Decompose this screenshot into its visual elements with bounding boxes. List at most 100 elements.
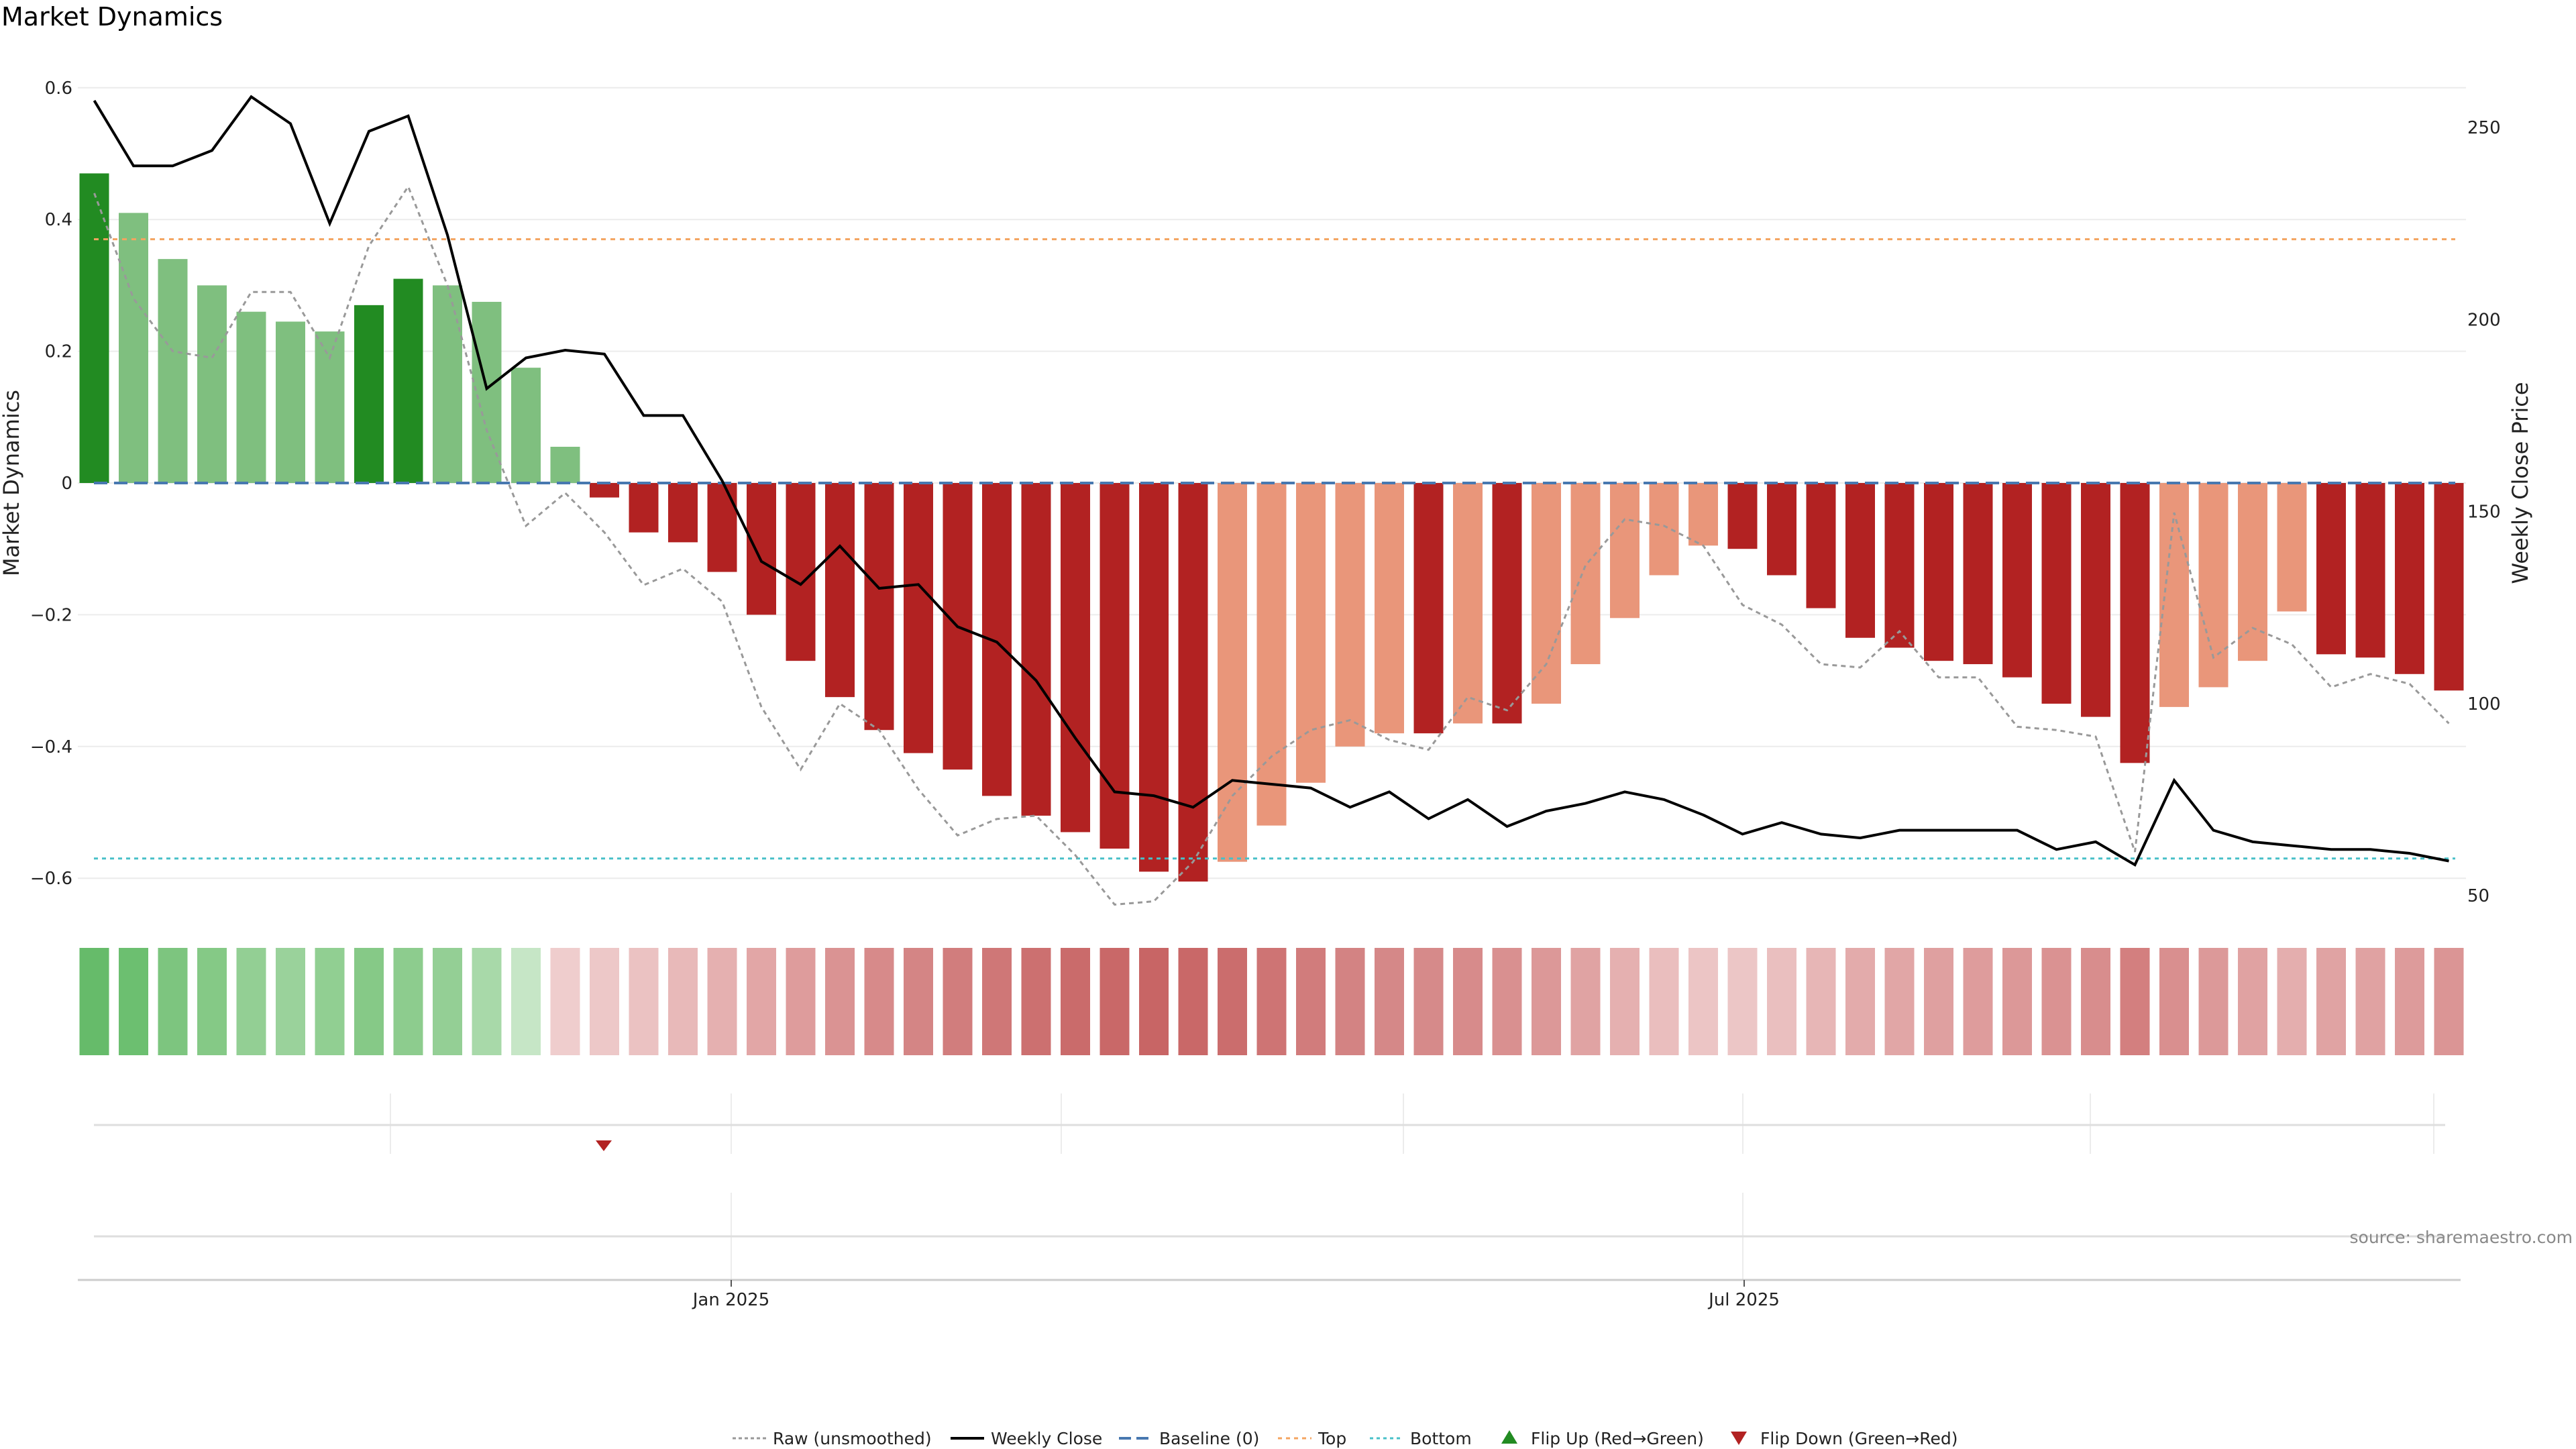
momentum-bar bbox=[1061, 483, 1090, 833]
strip-cell bbox=[1139, 948, 1169, 1055]
weekly-close-line bbox=[93, 95, 2449, 867]
strip-cell bbox=[707, 948, 737, 1055]
raw-series-line bbox=[93, 184, 2450, 906]
momentum-bar bbox=[1099, 483, 1130, 849]
momentum-bar bbox=[1688, 483, 1718, 546]
momentum-bar bbox=[79, 173, 109, 483]
strip-cell bbox=[1767, 948, 1796, 1055]
strip-cell bbox=[2434, 948, 2464, 1055]
momentum-bar bbox=[2316, 483, 2346, 655]
momentum-bar bbox=[1570, 483, 1601, 665]
legend: Raw (unsmoothed) Weekly Close Baseline (0)… bbox=[733, 1429, 1958, 1448]
strip-cell bbox=[786, 948, 816, 1055]
momentum-bar bbox=[904, 483, 933, 753]
strip-cell bbox=[236, 948, 266, 1055]
momentum-bar bbox=[1492, 483, 1522, 724]
legend-item: Flip Down (Green→Red) bbox=[1731, 1429, 1958, 1448]
legend-flip-up-symbol bbox=[1501, 1430, 1517, 1444]
momentum-bar bbox=[1335, 483, 1365, 747]
right-tick-label: 200 bbox=[2467, 310, 2501, 330]
strip-cell bbox=[590, 948, 619, 1055]
x-tick-label: Jul 2025 bbox=[1707, 1290, 1780, 1310]
reference-lines bbox=[94, 238, 2455, 860]
left-tick-label: −0.4 bbox=[30, 737, 72, 757]
momentum-bar bbox=[1924, 483, 1953, 661]
legend-label: Weekly Close bbox=[991, 1429, 1102, 1448]
strip-cell bbox=[904, 948, 933, 1055]
x-tick-label: Jan 2025 bbox=[692, 1290, 770, 1310]
momentum-bar bbox=[1649, 483, 1679, 576]
legend-label: Top bbox=[1318, 1429, 1346, 1448]
momentum-bar bbox=[315, 331, 345, 483]
legend-label: Baseline (0) bbox=[1159, 1429, 1259, 1448]
strip-cell bbox=[1178, 948, 1208, 1055]
strip-cell bbox=[1570, 948, 1601, 1055]
strip-cell bbox=[1610, 948, 1640, 1055]
momentum-bar bbox=[393, 278, 423, 483]
momentum-bar bbox=[2395, 483, 2424, 674]
strip-cell bbox=[1727, 948, 1758, 1055]
momentum-bar bbox=[1727, 483, 1758, 549]
momentum-bar bbox=[1256, 483, 1287, 826]
legend-item: Top bbox=[1278, 1429, 1346, 1448]
momentum-bar bbox=[2355, 483, 2385, 658]
strip-cell bbox=[1375, 948, 1404, 1055]
left-axis-ticks: 0.6 0.4 0.2 0 −0.2 −0.4 −0.6 bbox=[30, 78, 72, 889]
series-lines bbox=[93, 95, 2450, 906]
strip-cell bbox=[1061, 948, 1090, 1055]
legend-label: Flip Up (Red→Green) bbox=[1531, 1429, 1704, 1448]
right-tick-label: 250 bbox=[2467, 118, 2501, 138]
momentum-bar bbox=[1806, 483, 1836, 608]
strip-cell bbox=[747, 948, 776, 1055]
momentum-bar bbox=[825, 483, 855, 698]
strip-cell bbox=[2277, 948, 2307, 1055]
right-axis-ticks: 250 200 150 100 50 bbox=[2467, 118, 2501, 906]
momentum-bar bbox=[2002, 483, 2032, 678]
strip-cell bbox=[433, 948, 462, 1055]
momentum-bar bbox=[864, 483, 894, 731]
legend-label: Flip Down (Green→Red) bbox=[1760, 1429, 1958, 1448]
momentum-bar bbox=[2238, 483, 2267, 661]
momentum-bar bbox=[2081, 483, 2110, 717]
momentum-bar bbox=[511, 368, 541, 483]
momentum-bar bbox=[2198, 483, 2229, 688]
momentum-bar bbox=[236, 311, 266, 483]
strip-cell bbox=[1256, 948, 1287, 1055]
flip-down-marker bbox=[596, 1140, 612, 1151]
strip-cell bbox=[982, 948, 1012, 1055]
strip-cell bbox=[1453, 948, 1483, 1055]
momentum-bar bbox=[590, 483, 619, 498]
momentum-bar bbox=[707, 483, 737, 572]
left-tick-label: 0 bbox=[61, 474, 72, 494]
strip-cell bbox=[1099, 948, 1130, 1055]
strip-cell bbox=[2081, 948, 2110, 1055]
momentum-bar bbox=[1218, 483, 1247, 862]
strip-cell bbox=[1532, 948, 1561, 1055]
momentum-bar bbox=[747, 483, 776, 615]
momentum-bar bbox=[2277, 483, 2307, 612]
strip-cell bbox=[2355, 948, 2385, 1055]
strip-cell bbox=[1963, 948, 1993, 1055]
momentum-bar bbox=[1884, 483, 1915, 648]
chart-title: Market Dynamics bbox=[1, 2, 223, 32]
momentum-bar bbox=[2041, 483, 2072, 704]
strip-cell bbox=[511, 948, 541, 1055]
strip-cell bbox=[276, 948, 305, 1055]
flip-panel bbox=[94, 1093, 2445, 1154]
momentum-bar bbox=[1021, 483, 1051, 816]
strip-cell bbox=[1335, 948, 1365, 1055]
momentum-bar bbox=[1453, 483, 1483, 724]
strip-cell bbox=[158, 948, 188, 1055]
right-tick-label: 150 bbox=[2467, 502, 2501, 523]
left-tick-label: 0.2 bbox=[45, 342, 72, 362]
right-tick-label: 100 bbox=[2467, 694, 2501, 714]
source-note: source: sharemaestro.com bbox=[2350, 1228, 2573, 1247]
momentum-bar bbox=[197, 285, 227, 483]
strip-cell bbox=[2120, 948, 2150, 1055]
momentum-bar bbox=[158, 259, 188, 483]
right-axis-label: Weekly Close Price bbox=[2508, 382, 2533, 584]
strip-cell bbox=[668, 948, 698, 1055]
right-tick-label: 50 bbox=[2467, 886, 2489, 906]
legend-item: Flip Up (Red→Green) bbox=[1501, 1429, 1704, 1448]
momentum-bar bbox=[1296, 483, 1326, 783]
